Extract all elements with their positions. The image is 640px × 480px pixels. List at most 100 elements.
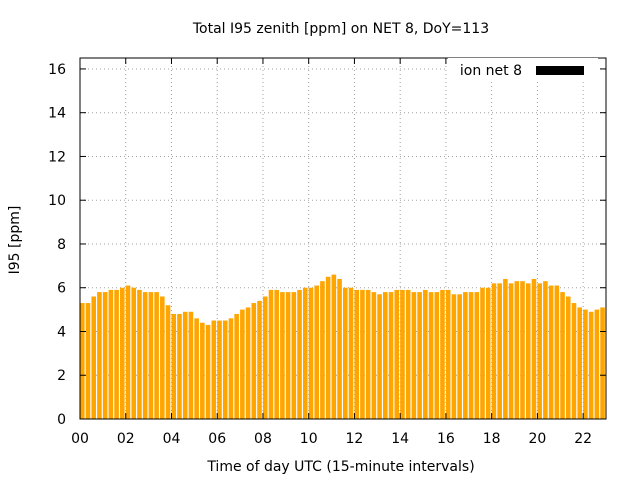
bar — [331, 274, 337, 419]
bar — [200, 322, 205, 419]
bar — [388, 292, 394, 419]
bar — [114, 289, 119, 419]
bar — [80, 303, 85, 419]
bar — [234, 313, 239, 419]
bar — [343, 287, 348, 419]
x-tick-label: 16 — [437, 431, 455, 447]
bar — [588, 311, 594, 419]
bar — [337, 278, 342, 419]
bar — [102, 292, 108, 419]
bar — [137, 289, 142, 419]
x-tick-label: 12 — [346, 431, 364, 447]
bar — [308, 287, 314, 419]
y-tick-label: 12 — [48, 149, 66, 165]
bar — [285, 292, 291, 419]
bar — [91, 296, 97, 419]
x-tick-label: 08 — [254, 431, 272, 447]
bar — [108, 289, 114, 419]
x-tick-label: 06 — [208, 431, 226, 447]
bar — [262, 296, 268, 419]
bar — [548, 285, 554, 419]
bar — [428, 292, 434, 419]
bar — [485, 287, 491, 419]
bar — [148, 292, 154, 419]
bar — [291, 292, 297, 419]
x-tick-label: 10 — [300, 431, 318, 447]
bar — [188, 311, 194, 419]
bar — [251, 303, 257, 419]
bar — [503, 278, 508, 419]
bar — [211, 320, 217, 419]
bar — [160, 296, 165, 419]
bar — [565, 296, 571, 419]
y-tick-label: 2 — [57, 368, 66, 384]
bar — [497, 283, 502, 419]
bar — [154, 292, 159, 419]
bar — [257, 300, 262, 419]
bar — [434, 292, 440, 419]
bar — [354, 289, 360, 419]
bar — [554, 285, 560, 419]
bar — [245, 307, 251, 419]
y-tick-label: 4 — [57, 324, 66, 340]
bar — [377, 294, 382, 419]
y-tick-label: 14 — [48, 106, 66, 122]
bar — [274, 289, 279, 419]
y-tick-label: 16 — [48, 62, 66, 78]
bar — [423, 289, 428, 419]
bar — [268, 289, 274, 419]
x-tick-label: 00 — [71, 431, 89, 447]
legend: ion net 8 — [448, 58, 598, 82]
bar — [531, 278, 537, 419]
bar — [543, 281, 548, 419]
y-tick-label: 0 — [57, 412, 66, 428]
bar — [222, 320, 228, 419]
bar — [240, 309, 245, 419]
y-tick-label: 8 — [57, 237, 66, 253]
bar — [314, 285, 319, 419]
bar — [325, 276, 331, 419]
bar — [400, 289, 405, 419]
bar — [537, 283, 542, 419]
bar — [480, 287, 485, 419]
bar — [142, 292, 148, 419]
bar — [560, 292, 565, 419]
x-tick-label: 02 — [117, 431, 135, 447]
bar — [405, 289, 411, 419]
bar — [125, 285, 131, 419]
y-tick-label: 6 — [57, 281, 66, 297]
x-tick-label: 20 — [528, 431, 546, 447]
bar — [365, 289, 371, 419]
bar — [440, 289, 445, 419]
bar — [228, 318, 234, 419]
bar — [594, 309, 600, 419]
bar — [457, 294, 462, 419]
bar — [297, 289, 302, 419]
bar — [468, 292, 474, 419]
bar — [194, 318, 199, 419]
bar — [371, 292, 377, 419]
x-tick-label: 14 — [391, 431, 409, 447]
bar — [600, 307, 605, 419]
bar — [320, 281, 325, 419]
bar — [280, 292, 285, 419]
bar — [97, 292, 102, 419]
bar — [85, 303, 91, 419]
bar — [583, 309, 588, 419]
bar — [411, 292, 417, 419]
bar — [120, 287, 125, 419]
x-tick-label: 22 — [574, 431, 592, 447]
bar — [451, 294, 457, 419]
bar — [165, 305, 171, 419]
bars — [80, 274, 605, 419]
x-tick-label: 18 — [483, 431, 501, 447]
bar — [445, 289, 451, 419]
x-tick-label: 04 — [163, 431, 181, 447]
bar — [571, 303, 577, 419]
bar — [302, 287, 308, 419]
bar — [463, 292, 468, 419]
bar — [182, 311, 188, 419]
bar — [525, 283, 531, 419]
